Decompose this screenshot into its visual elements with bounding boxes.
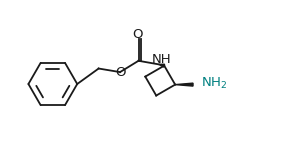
Text: NH: NH <box>151 53 171 66</box>
Text: NH$_2$: NH$_2$ <box>201 76 228 91</box>
Text: O: O <box>132 28 143 40</box>
Text: O: O <box>115 66 126 79</box>
Polygon shape <box>175 83 193 86</box>
Polygon shape <box>159 64 165 67</box>
